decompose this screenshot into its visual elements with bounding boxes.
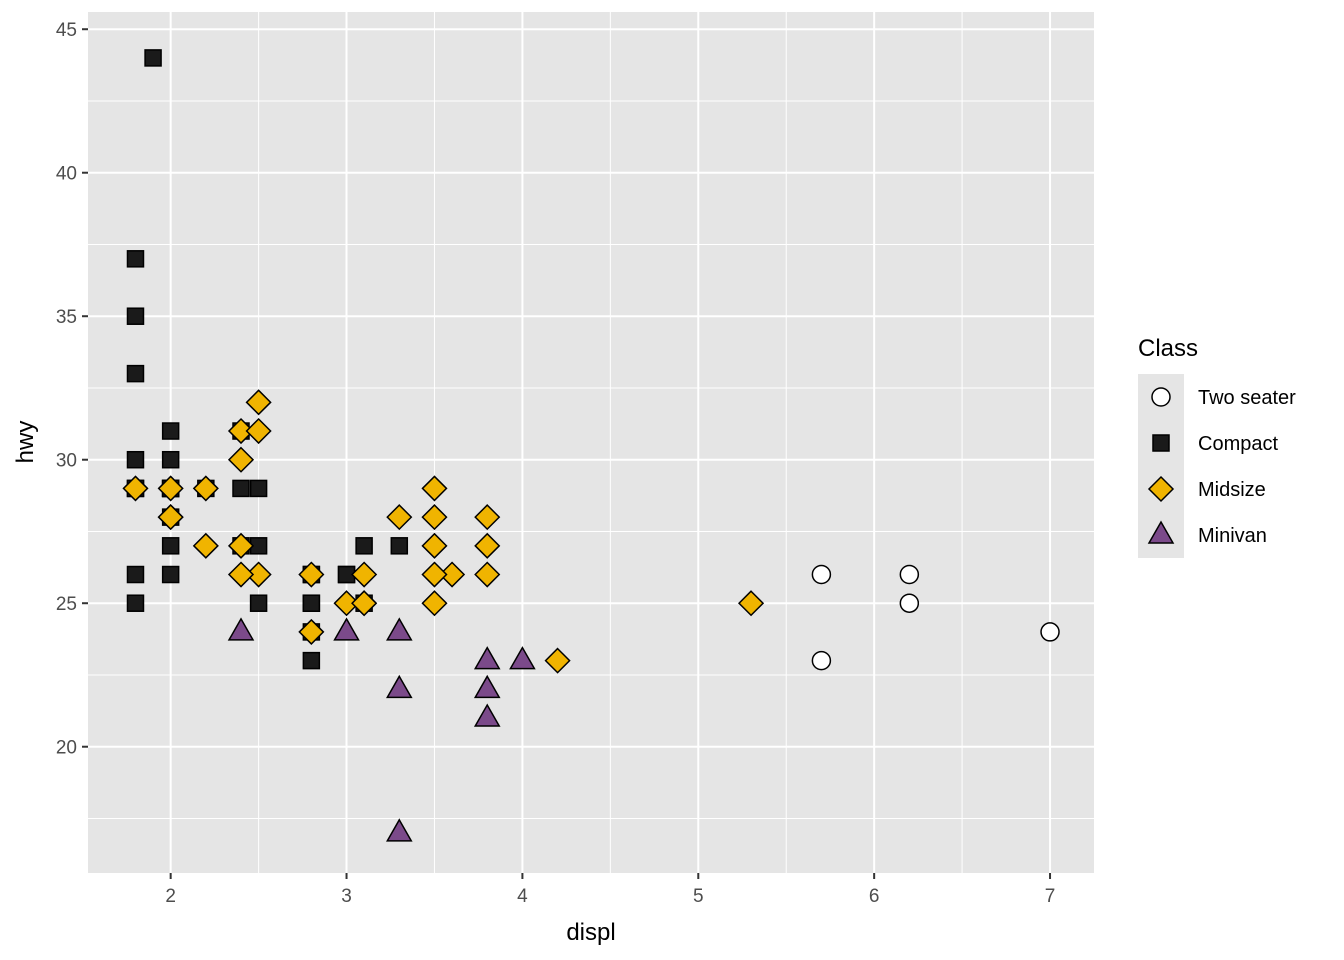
plot-panel	[88, 12, 1094, 873]
data-point	[249, 479, 268, 498]
data-point	[473, 703, 501, 727]
axis-ticks	[82, 28, 1052, 879]
data-point	[351, 590, 378, 617]
minor-grid	[88, 12, 1094, 873]
data-point	[421, 590, 448, 617]
data-point	[386, 674, 413, 699]
data-point	[161, 565, 180, 584]
legend-label: Two seater	[1198, 387, 1296, 409]
data-point	[157, 504, 184, 531]
data-point	[298, 561, 325, 588]
data-point	[351, 561, 378, 588]
data-point	[474, 561, 501, 588]
data-point	[298, 618, 325, 645]
data-point	[245, 417, 272, 445]
data-point	[227, 446, 255, 473]
data-point	[474, 504, 501, 531]
data-point	[421, 504, 448, 531]
data-point	[438, 561, 466, 588]
data-point	[227, 617, 255, 641]
data-point	[161, 450, 180, 469]
legend-label: Compact	[1198, 433, 1278, 455]
data-point	[126, 307, 145, 325]
data-point	[544, 647, 571, 674]
x-tick-label: 5	[693, 886, 704, 907]
y-tick-label: 20	[56, 738, 77, 759]
data-point	[509, 646, 536, 670]
y-axis-title: hwy	[12, 421, 39, 464]
x-tick-label: 3	[341, 886, 352, 907]
data-point	[899, 564, 920, 585]
y-tick-label: 40	[56, 164, 77, 185]
data-point	[249, 594, 268, 612]
legend-key	[1151, 387, 1171, 407]
data-point	[144, 49, 162, 67]
data-point	[899, 593, 920, 613]
data-point	[302, 651, 321, 670]
data-point	[1040, 622, 1060, 642]
data-points	[122, 49, 1060, 842]
series-group	[227, 617, 536, 842]
legend-key	[1152, 434, 1170, 452]
series-group	[122, 389, 765, 674]
data-point	[161, 422, 180, 440]
legend-label: Minivan	[1198, 525, 1267, 547]
y-tick-label: 45	[56, 20, 77, 41]
data-point	[161, 537, 180, 555]
data-point	[333, 617, 360, 641]
data-point	[126, 565, 145, 584]
data-point	[126, 594, 145, 612]
data-point	[421, 475, 448, 502]
data-point	[421, 532, 448, 559]
x-axis-title: displ	[566, 919, 615, 946]
data-point	[122, 475, 149, 502]
series-group	[811, 564, 1060, 671]
data-point	[302, 594, 321, 612]
data-point	[737, 590, 765, 617]
y-tick-label: 35	[56, 307, 77, 328]
data-point	[811, 564, 832, 585]
x-tick-label: 2	[165, 886, 176, 907]
data-point	[227, 561, 255, 588]
data-point	[355, 537, 373, 555]
data-point	[126, 364, 145, 383]
data-point	[386, 617, 413, 641]
data-point	[386, 504, 413, 531]
data-point	[390, 537, 409, 555]
legend-key	[1147, 520, 1175, 544]
data-point	[473, 674, 501, 699]
data-point	[811, 650, 832, 671]
data-point	[126, 450, 145, 469]
data-point	[157, 475, 184, 502]
data-point	[333, 590, 360, 617]
legend-key	[1147, 475, 1175, 503]
major-grid	[88, 12, 1094, 873]
legend: Class Two seater Compact Midsize Minivan	[1138, 335, 1296, 558]
data-point	[473, 646, 501, 670]
y-tick-label: 25	[56, 594, 77, 615]
x-tick-label: 4	[517, 886, 528, 907]
data-point	[421, 561, 448, 588]
data-point	[474, 532, 501, 559]
data-point	[126, 250, 145, 268]
data-point	[245, 561, 272, 588]
data-point	[227, 532, 255, 559]
y-tick-label: 30	[56, 451, 77, 472]
data-point	[192, 532, 219, 559]
x-tick-label: 7	[1045, 886, 1056, 907]
data-point	[386, 818, 413, 842]
data-point	[192, 475, 219, 502]
legend-label: Midsize	[1198, 479, 1266, 501]
legend-title: Class	[1138, 335, 1198, 362]
x-tick-label: 6	[869, 886, 880, 907]
data-point	[227, 417, 255, 445]
data-point	[232, 479, 250, 498]
data-point	[245, 389, 272, 416]
